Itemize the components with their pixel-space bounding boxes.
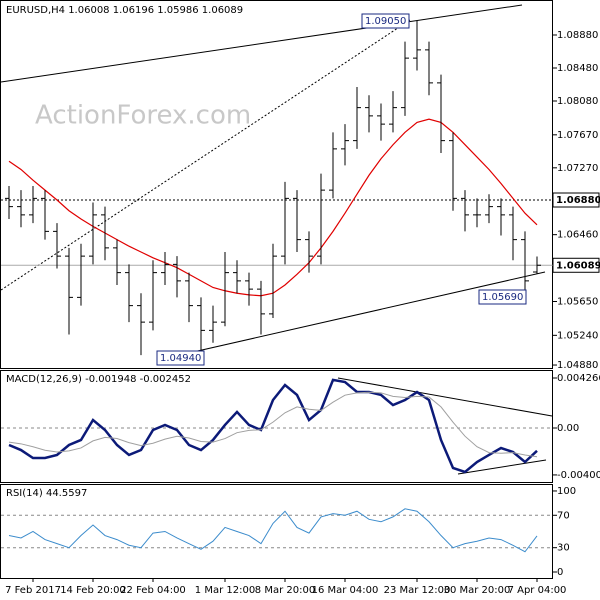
y-tick-label: 70 bbox=[557, 510, 570, 521]
x-tick-label: 30 Mar 20:00 bbox=[444, 585, 511, 596]
ohlc-bar bbox=[221, 251, 229, 327]
ohlc-bar bbox=[293, 190, 301, 252]
ohlc-bar bbox=[5, 185, 13, 219]
annotation-box bbox=[361, 13, 410, 29]
y-tick-label: 1.08480 bbox=[557, 63, 598, 74]
ohlc-bar bbox=[101, 206, 109, 261]
chart-title: EURUSD,H4 1.06008 1.06196 1.05986 1.0608… bbox=[6, 5, 243, 16]
ohlc-bar bbox=[185, 272, 193, 323]
ohlc-bar bbox=[161, 251, 169, 285]
ohlc-bar bbox=[521, 231, 529, 299]
ohlc-bar bbox=[269, 243, 277, 318]
chart-title: RSI(14) 44.5597 bbox=[6, 488, 87, 499]
ohlc-bar bbox=[77, 243, 85, 306]
indicator-line bbox=[8, 378, 538, 474]
ohlc-bar bbox=[17, 190, 25, 228]
ohlc-bar bbox=[29, 185, 37, 224]
ohlc-bar bbox=[533, 256, 541, 274]
ohlc-bar bbox=[425, 41, 433, 96]
ohlc-bar bbox=[401, 41, 409, 116]
ohlc-bar bbox=[41, 190, 49, 240]
ohlc-bar bbox=[113, 239, 121, 285]
ohlc-bar bbox=[233, 260, 241, 294]
annotation: 1.05690 bbox=[482, 292, 523, 303]
ohlc-bar bbox=[245, 272, 253, 306]
ohlc-bar bbox=[149, 260, 157, 331]
price-label: 1.06880 bbox=[556, 195, 600, 206]
x-tick-label: 7 Apr 04:00 bbox=[508, 585, 567, 596]
macd-panel bbox=[0, 370, 553, 483]
x-tick-label: 1 Mar 12:00 bbox=[195, 585, 255, 596]
ohlc-bar bbox=[461, 190, 469, 232]
watermark: ActionForex.com bbox=[35, 101, 251, 131]
ohlc-bar bbox=[377, 103, 385, 141]
ohlc-bar bbox=[257, 280, 265, 335]
ohlc-bar bbox=[365, 95, 373, 133]
ohlc-bar bbox=[137, 293, 145, 356]
x-tick-label: 8 Mar 20:00 bbox=[255, 585, 315, 596]
annotation-box bbox=[478, 289, 527, 305]
ohlc-bar bbox=[509, 206, 517, 261]
x-tick-label: 23 Mar 12:00 bbox=[384, 585, 451, 596]
ohlc-bar bbox=[329, 132, 337, 199]
y-tick-label: 1.06460 bbox=[557, 230, 598, 241]
y-tick-label: 1.04880 bbox=[557, 360, 598, 371]
ohlc-bar bbox=[173, 256, 181, 298]
ohlc-bar bbox=[53, 223, 61, 269]
x-tick-label: 7 Feb 2017 bbox=[5, 585, 61, 596]
y-tick-label: 0.00 bbox=[557, 423, 579, 434]
indicator-line bbox=[8, 391, 538, 458]
ohlc-bar bbox=[449, 132, 457, 211]
y-tick-label: 1.07270 bbox=[557, 163, 598, 174]
price-label: 1.06089 bbox=[556, 260, 600, 271]
y-tick-label: 100 bbox=[557, 486, 576, 497]
ohlc-bar bbox=[305, 231, 313, 273]
price-label-box bbox=[552, 257, 600, 273]
x-tick-label: 16 Mar 04:00 bbox=[312, 585, 379, 596]
ohlc-bar bbox=[389, 91, 397, 133]
annotation-box bbox=[156, 350, 205, 366]
ohlc-bar bbox=[353, 86, 361, 149]
ohlc-bar bbox=[209, 305, 217, 343]
x-tick-label: 14 Feb 20:00 bbox=[60, 585, 126, 596]
price-panel bbox=[0, 0, 553, 369]
ohlc-bar bbox=[197, 297, 205, 361]
ohlc-bar bbox=[317, 173, 325, 265]
y-tick-label: 1.05240 bbox=[557, 330, 598, 341]
trend-line bbox=[337, 377, 553, 417]
rsi-panel bbox=[0, 484, 553, 579]
annotation: 1.04940 bbox=[160, 353, 201, 364]
trend-line bbox=[157, 271, 546, 361]
y-tick-label: 1.08880 bbox=[557, 30, 598, 41]
y-tick-label: 0.004266 bbox=[557, 373, 600, 384]
chart-title: MACD(12,26,9) -0.001948 -0.002452 bbox=[6, 374, 191, 385]
y-tick-label: -0.004004 bbox=[557, 470, 600, 481]
annotation: 1.09050 bbox=[365, 16, 406, 27]
y-tick-label: 30 bbox=[557, 543, 570, 554]
ohlc-bar bbox=[497, 198, 505, 236]
ohlc-bar bbox=[341, 124, 349, 166]
ohlc-bar bbox=[65, 247, 73, 335]
x-tick-label: 22 Feb 04:00 bbox=[120, 585, 186, 596]
ohlc-bar bbox=[437, 74, 445, 153]
y-tick-label: 0 bbox=[557, 567, 563, 578]
ohlc-bar bbox=[89, 202, 97, 265]
ohlc-bar bbox=[485, 194, 493, 224]
y-tick-label: 1.07670 bbox=[557, 130, 598, 141]
price-label-box bbox=[552, 192, 600, 208]
indicator-line bbox=[8, 508, 538, 553]
trend-line bbox=[0, 4, 523, 83]
y-tick-label: 1.08080 bbox=[557, 96, 598, 107]
ohlc-bar bbox=[473, 198, 481, 228]
y-tick-label: 1.05650 bbox=[557, 296, 598, 307]
ohlc-bar bbox=[281, 181, 289, 265]
trend-line bbox=[457, 459, 547, 475]
trend-line bbox=[0, 19, 411, 291]
ohlc-bar bbox=[413, 20, 421, 71]
ohlc-bar bbox=[125, 264, 133, 323]
